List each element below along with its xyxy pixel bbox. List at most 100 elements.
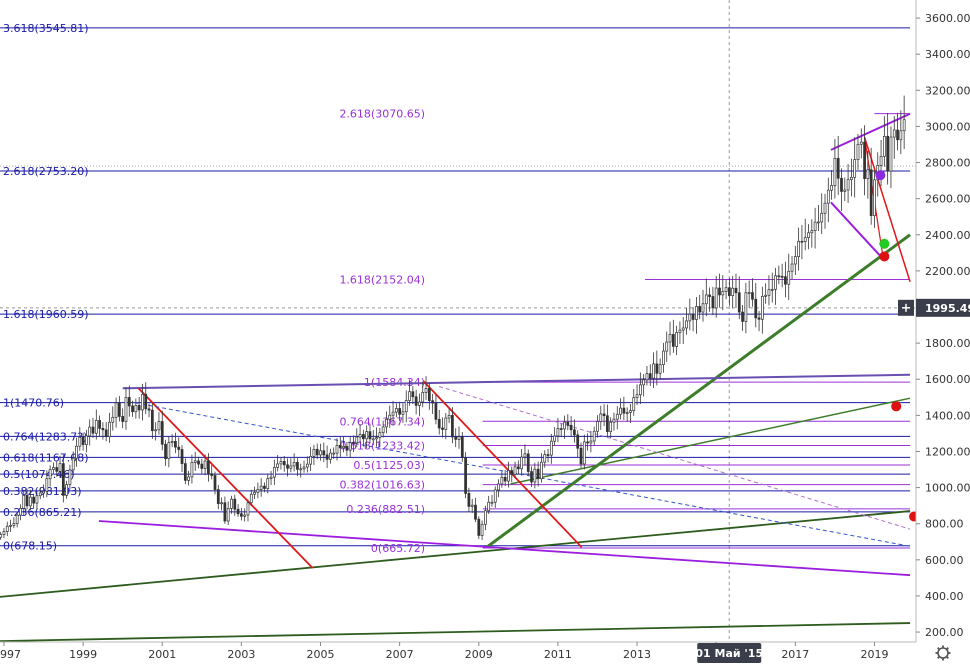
candle-body — [800, 240, 804, 243]
fib-level-label: 0(665.72) — [371, 542, 425, 555]
fib-level-label: 0(678.15) — [3, 540, 57, 553]
trendline-purple-wedge-lower — [830, 201, 884, 259]
candle-body — [767, 289, 771, 296]
candle-body — [902, 119, 906, 132]
candle-body — [180, 449, 184, 464]
candle-body — [826, 189, 830, 204]
candle-body — [434, 402, 438, 420]
candle-body — [889, 136, 893, 172]
fib-level-label: 0.618(1167.08) — [3, 451, 89, 464]
candle-body — [569, 424, 573, 431]
x-tick-label: 2017 — [781, 648, 809, 661]
candle-body — [427, 388, 431, 402]
trendline-green-support-mid — [510, 397, 911, 485]
candle-body — [652, 363, 655, 379]
candle-body — [385, 418, 388, 428]
candle-body — [586, 441, 589, 444]
cursor-date-badge-bg — [697, 643, 762, 663]
fib-level-label: 1(1470.76) — [3, 397, 64, 410]
candle-body — [510, 470, 514, 475]
candle-body — [582, 441, 586, 465]
candle-body — [523, 453, 527, 458]
candle-body — [329, 452, 332, 460]
candle-body — [421, 392, 425, 403]
marker-green-dot — [879, 238, 890, 249]
candle-body — [718, 287, 721, 296]
candle-body — [259, 485, 263, 490]
candle-body — [728, 287, 731, 296]
candle-body — [549, 440, 553, 456]
candle-body — [174, 441, 177, 448]
candle-body — [493, 489, 497, 503]
y-tick-label: 1200.00 — [925, 445, 970, 458]
candle-body — [154, 429, 158, 432]
candle-body — [368, 431, 372, 440]
candle-body — [836, 158, 840, 179]
candle-body — [325, 454, 329, 460]
candle-body — [546, 454, 550, 456]
candle-body — [441, 427, 444, 430]
candle-body — [131, 405, 134, 413]
candle-body — [226, 508, 230, 522]
gear-icon — [945, 655, 949, 659]
fib-level-label: 0.236(865.21) — [3, 506, 82, 519]
fib-level-label: 2.618(3070.65) — [339, 108, 425, 121]
candle-body — [671, 334, 675, 347]
y-tick-label: 2400.00 — [925, 229, 970, 242]
candle-body — [19, 508, 22, 516]
candle-body — [484, 510, 487, 525]
candle-body — [793, 256, 797, 265]
candle-body — [843, 189, 847, 192]
candle-body — [124, 397, 128, 422]
candle-body — [629, 410, 632, 413]
candle-body — [65, 484, 68, 496]
candle-body — [375, 437, 378, 440]
candle-body — [266, 478, 270, 489]
candle-body — [896, 129, 899, 141]
y-tick-label: 400.00 — [925, 590, 964, 603]
candle-body — [424, 388, 428, 393]
candle-body — [737, 292, 741, 313]
candle-body — [45, 478, 49, 492]
candle-body — [760, 295, 764, 320]
fib-level-label: 0.5(1125.03) — [353, 459, 425, 472]
trendline-green-support-bottom — [0, 622, 911, 642]
gear-icon — [945, 647, 949, 651]
y-tick-label: 200.00 — [925, 626, 964, 639]
x-tick-label: 2013 — [623, 648, 651, 661]
candle-body — [5, 525, 9, 532]
candle-body — [286, 464, 289, 469]
x-tick-label: 997 — [0, 648, 21, 661]
candle-body — [108, 421, 111, 438]
y-tick-label: 1000.00 — [925, 482, 970, 495]
candle-body — [856, 143, 860, 160]
candle-body — [853, 159, 857, 178]
fib-level-label: 0.764(1283.7?) — [3, 430, 87, 443]
candle-body — [411, 391, 415, 398]
trendline-purple-bottom — [98, 520, 911, 577]
candle-body — [470, 504, 474, 507]
candle-body — [243, 514, 247, 517]
candle-body — [556, 428, 560, 437]
candle-body — [68, 469, 72, 485]
candle-body — [609, 421, 613, 432]
y-tick-label: 3400.00 — [925, 48, 970, 61]
candle-body — [220, 502, 223, 505]
fib-level-label: 0.236(882.51) — [346, 503, 425, 516]
candle-body — [38, 492, 42, 497]
candle-body — [751, 292, 754, 300]
candle-body — [457, 436, 461, 440]
candle-body — [197, 460, 200, 465]
candle-body — [263, 485, 266, 489]
candle-body — [170, 441, 174, 443]
candle-body — [695, 306, 698, 320]
candle-body — [111, 416, 115, 423]
candle-body — [134, 405, 138, 413]
candle-body — [477, 518, 481, 536]
candle-body — [230, 498, 233, 509]
candle-body — [362, 434, 365, 440]
candle-body — [0, 534, 3, 538]
candle-body — [25, 495, 29, 507]
y-tick-label: 3600.00 — [925, 12, 970, 25]
